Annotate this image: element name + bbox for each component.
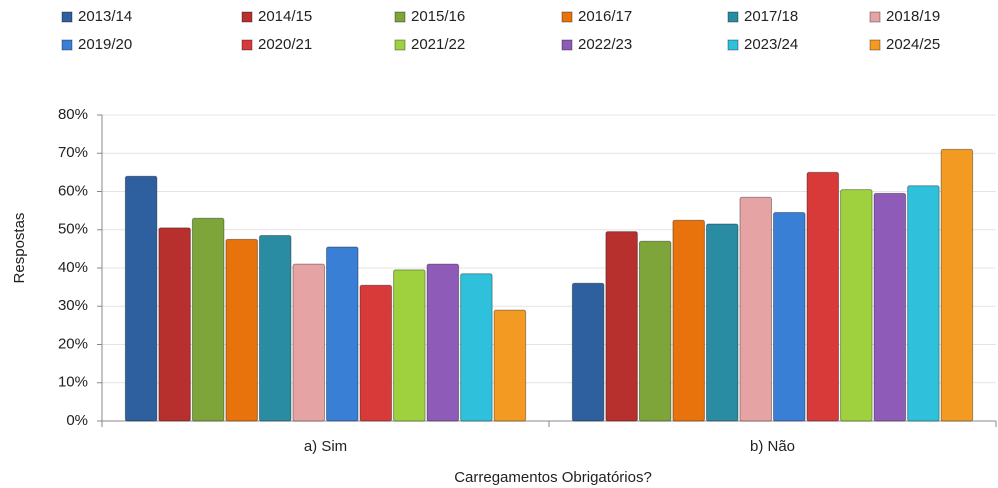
- legend-label: 2023/24: [744, 36, 798, 53]
- bar: [840, 189, 873, 422]
- legend-swatch: [394, 39, 406, 51]
- legend-swatch: [727, 11, 739, 23]
- bar: [739, 196, 772, 422]
- y-tick-label: 40%: [58, 259, 88, 276]
- bar: [605, 231, 638, 422]
- bar: [426, 263, 460, 422]
- legend-label: 2018/19: [886, 8, 940, 25]
- legend-swatch: [241, 39, 253, 51]
- legend-label: 2021/22: [411, 36, 465, 53]
- legend-label: 2014/15: [258, 8, 312, 25]
- bar: [773, 212, 806, 422]
- bar: [158, 227, 191, 422]
- legend-swatch: [241, 11, 253, 23]
- bar: [705, 223, 739, 422]
- bar: [359, 284, 393, 422]
- y-tick-label: 20%: [58, 335, 88, 352]
- y-tick-label: 30%: [58, 297, 88, 314]
- legend-label: 2022/23: [578, 36, 632, 53]
- legend-swatch: [561, 39, 573, 51]
- y-tick-label: 0%: [66, 412, 88, 429]
- legend-label: 2019/20: [78, 36, 132, 53]
- y-tick-label: 60%: [58, 182, 88, 199]
- bar: [873, 192, 907, 422]
- y-tick-label: 10%: [58, 374, 88, 391]
- legend-label: 2015/16: [411, 8, 465, 25]
- bar: [907, 185, 940, 422]
- legend-label: 2020/21: [258, 36, 312, 53]
- bar: [940, 148, 974, 422]
- bar: [672, 219, 705, 422]
- legend-swatch: [561, 11, 573, 23]
- bar: [191, 217, 225, 422]
- legend-swatch: [727, 39, 739, 51]
- bar: [460, 273, 493, 422]
- bar: [292, 263, 326, 422]
- bar: [806, 171, 840, 422]
- bar: [124, 175, 158, 422]
- bar: [493, 309, 527, 422]
- legend-swatch: [869, 11, 881, 23]
- bar: [393, 269, 426, 422]
- bar: [225, 238, 258, 422]
- legend-swatch: [394, 11, 406, 23]
- legend-label: 2017/18: [744, 8, 798, 25]
- y-tick-label: 80%: [58, 106, 88, 123]
- x-tick-label: b) Não: [750, 438, 795, 455]
- y-axis-label: Respostas: [11, 213, 28, 284]
- legend-swatch: [61, 39, 73, 51]
- legend-label: 2016/17: [578, 8, 632, 25]
- legend-label: 2024/25: [886, 36, 940, 53]
- legend-swatch: [61, 11, 73, 23]
- bar: [571, 282, 605, 422]
- bar: [638, 240, 672, 422]
- x-tick-label: a) Sim: [304, 438, 347, 455]
- y-tick-label: 70%: [58, 144, 88, 161]
- x-axis-label: Carregamentos Obrigatórios?: [454, 469, 652, 486]
- y-tick-label: 50%: [58, 221, 88, 238]
- bar: [326, 246, 359, 422]
- legend-label: 2013/14: [78, 8, 132, 25]
- bar: [258, 234, 292, 422]
- legend-swatch: [869, 39, 881, 51]
